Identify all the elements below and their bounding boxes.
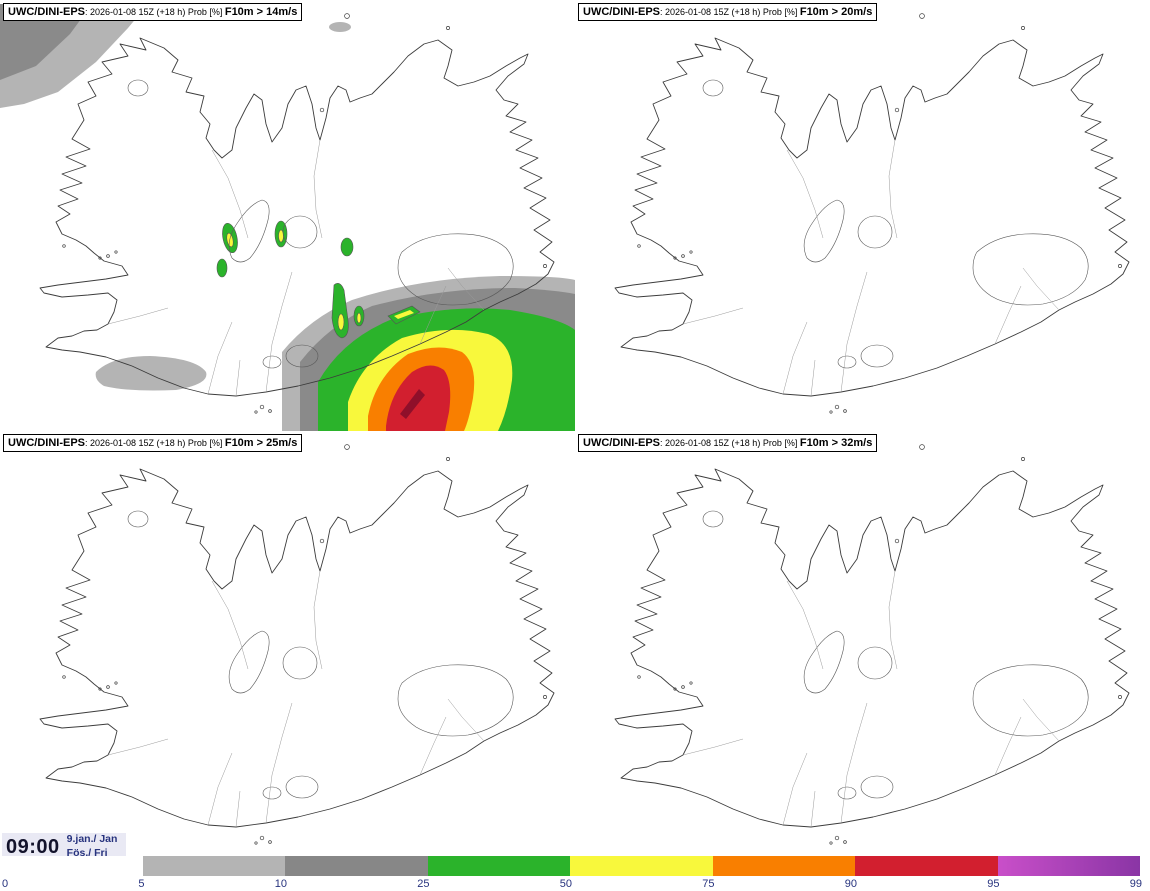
footer: 09:00 9.jan./ Jan Fös./ Fri 0 5 10 25 50 75 90… — [0, 827, 1150, 891]
colorbar-tick: 25 — [417, 878, 430, 890]
map-panel-f10m-14: UWC/DINI-EPS: 2026-01-08 15Z (+18 h) Pro… — [0, 0, 575, 431]
colorbar-tick: 99 — [1129, 878, 1142, 890]
valid-time: 09:00 — [6, 835, 60, 858]
panel-title: UWC/DINI-EPS: 2026-01-08 15Z (+18 h) Pro… — [3, 3, 303, 21]
colorbar-tick: 90 — [844, 878, 857, 890]
panel-title: UWC/DINI-EPS: 2026-01-08 15Z (+18 h) Pro… — [578, 3, 878, 21]
valid-date-top: 9.jan./ Jan — [66, 833, 118, 846]
threshold-label: F10m > 25m/s — [224, 437, 298, 449]
panel-title: UWC/DINI-EPS: 2026-01-08 15Z (+18 h) Pro… — [3, 434, 303, 452]
colorbar — [0, 856, 1140, 876]
probability-overlay — [0, 4, 575, 431]
panel-title: UWC/DINI-EPS: 2026-01-08 15Z (+18 h) Pro… — [578, 434, 878, 452]
colorbar-segment-95-99 — [997, 856, 1140, 876]
run-meta: : 2026-01-08 15Z (+18 h) Prob [%] — [85, 7, 225, 17]
colorbar-segment-90-95 — [855, 856, 998, 876]
colorbar-tick: 95 — [987, 878, 1000, 890]
threshold-label: F10m > 14m/s — [224, 6, 298, 18]
colorbar-segment-25-50 — [427, 856, 570, 876]
colorbar-tick: 5 — [138, 878, 145, 890]
colorbar-ticks: 0 5 10 25 50 75 90 95 99 — [2, 878, 1142, 890]
colorbar-segment-75-90 — [712, 856, 855, 876]
colorbar-tick: 50 — [559, 878, 572, 890]
colorbar-tick: 10 — [274, 878, 287, 890]
weather-map-25ms — [39, 444, 555, 845]
threshold-label: F10m > 20m/s — [799, 6, 873, 18]
run-meta: : 2026-01-08 15Z (+18 h) Prob [%] — [660, 438, 800, 448]
colorbar-segment-10-25 — [285, 856, 428, 876]
map-grid: UWC/DINI-EPS: 2026-01-08 15Z (+18 h) Pro… — [0, 0, 1150, 862]
colorbar-segment-0-5 — [0, 856, 143, 876]
model-name: UWC/DINI-EPS — [8, 437, 85, 449]
map-panel-f10m-20: UWC/DINI-EPS: 2026-01-08 15Z (+18 h) Pro… — [575, 0, 1150, 431]
model-name: UWC/DINI-EPS — [583, 6, 660, 18]
colorbar-tick: 0 — [2, 878, 9, 890]
prob-area-nw-gray — [0, 4, 92, 80]
run-meta: : 2026-01-08 15Z (+18 h) Prob [%] — [660, 7, 800, 17]
prob-area-south-darkred — [400, 389, 425, 419]
map-panel-f10m-32: UWC/DINI-EPS: 2026-01-08 15Z (+18 h) Pro… — [575, 431, 1150, 862]
colorbar-segment-50-75 — [570, 856, 713, 876]
colorbar-segment-5-10 — [142, 856, 285, 876]
run-meta: : 2026-01-08 15Z (+18 h) Prob [%] — [85, 438, 225, 448]
threshold-label: F10m > 32m/s — [799, 437, 873, 449]
weather-map-14ms — [0, 4, 575, 431]
colorbar-tick: 75 — [702, 878, 715, 890]
weather-map-32ms — [614, 444, 1130, 845]
weather-map-20ms — [614, 13, 1130, 414]
model-name: UWC/DINI-EPS — [8, 6, 85, 18]
prob-spot-north — [329, 22, 351, 32]
model-name: UWC/DINI-EPS — [583, 437, 660, 449]
map-panel-f10m-25: UWC/DINI-EPS: 2026-01-08 15Z (+18 h) Pro… — [0, 431, 575, 862]
prob-area-sw-lightgray — [95, 356, 207, 391]
